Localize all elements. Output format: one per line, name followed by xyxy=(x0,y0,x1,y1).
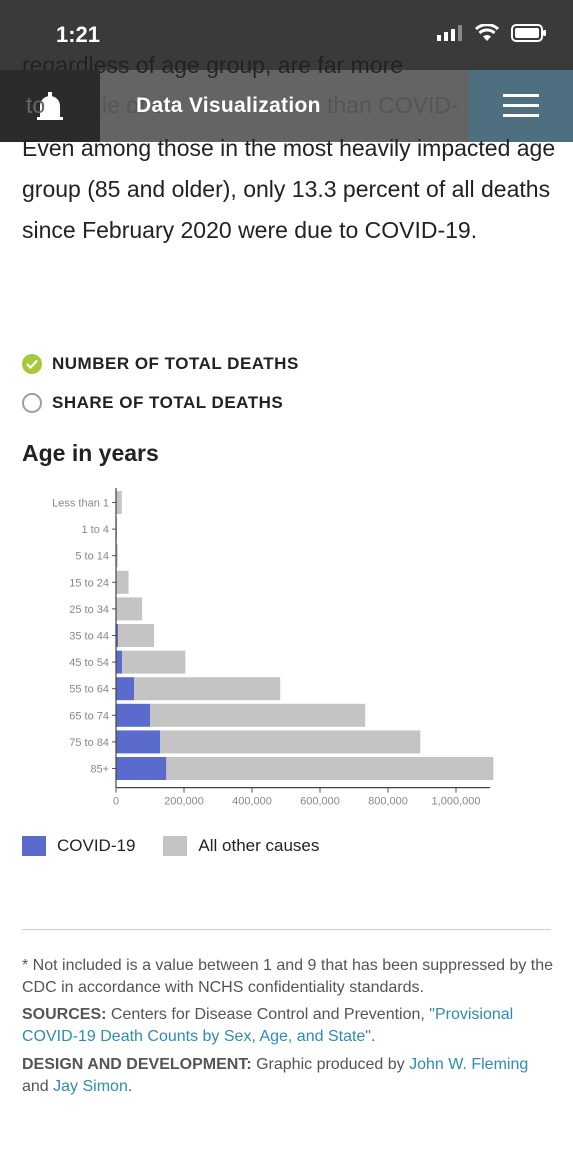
logo[interactable] xyxy=(0,70,100,142)
bar-other-causes xyxy=(116,544,118,568)
menu-button[interactable] xyxy=(469,70,573,142)
radio-icon xyxy=(22,393,42,413)
x-tick-label: 1,000,000 xyxy=(432,796,481,808)
status-bar: 1:21 xyxy=(0,0,573,70)
bar-other-causes xyxy=(150,703,366,727)
credits-heading: DESIGN AND DEVELOPMENT: xyxy=(22,1056,252,1073)
bar-other-causes xyxy=(166,757,494,780)
chart-legend: COVID-19 All other causes xyxy=(22,836,319,856)
legend-label-covid: COVID-19 xyxy=(57,836,136,855)
y-tick-label: 35 to 44 xyxy=(69,631,109,643)
sources-heading: SOURCES: xyxy=(22,1006,107,1023)
credits-text: Graphic produced by xyxy=(256,1056,410,1073)
credits-and: and xyxy=(22,1078,54,1095)
bar-chart: Less than 1 1 to 4 5 to 14 15 to 24 25 to 34… xyxy=(52,488,494,808)
y-tick-label: 25 to 34 xyxy=(69,604,109,616)
sources-text: Centers for Disease Control and Preventi… xyxy=(110,1006,430,1023)
y-tick-label: 5 to 14 xyxy=(75,551,109,563)
bar-other-causes xyxy=(118,624,155,647)
chart-title: Age in years xyxy=(22,440,159,466)
bar-other-causes xyxy=(116,491,122,514)
x-tick-label: 400,000 xyxy=(232,796,272,808)
nav-bar: to ie of s than COVID- Data Visualizatio… xyxy=(0,70,573,142)
x-tick-label: 0 xyxy=(113,796,119,808)
nav-title: Data Visualization xyxy=(136,94,321,117)
sources-link[interactable]: "Provisional COVID-19 Death Counts by Se… xyxy=(22,1006,514,1045)
author-link-john-fleming[interactable]: John W. Fleming xyxy=(409,1056,529,1073)
toggle-number-of-deaths[interactable]: NUMBER OF TOTAL DEATHS xyxy=(22,354,299,374)
y-tick-label: 55 to 64 xyxy=(69,684,109,696)
y-tick-label: 65 to 74 xyxy=(69,710,109,722)
partial-text-fragment: ie of s xyxy=(102,92,164,118)
partial-text-fragment: than COVID- xyxy=(327,92,459,118)
toggle-label: NUMBER OF TOTAL DEATHS xyxy=(52,354,299,373)
bar-other-causes xyxy=(116,570,129,594)
credits-end: . xyxy=(127,1078,133,1095)
legend-swatch-covid xyxy=(22,836,46,856)
divider xyxy=(22,929,551,930)
x-tick-label: 600,000 xyxy=(300,796,340,808)
credits: DESIGN AND DEVELOPMENT: Graphic produced… xyxy=(22,1054,554,1098)
intro-paragraph: Even among those in the most heavily imp… xyxy=(22,135,556,243)
bar-covid xyxy=(116,703,150,727)
y-tick-label: 1 to 4 xyxy=(81,524,109,536)
bar-covid xyxy=(116,730,161,754)
toggle-share-of-deaths[interactable]: SHARE OF TOTAL DEATHS xyxy=(22,393,283,413)
author-link-jay-simon[interactable]: Jay Simon xyxy=(53,1078,128,1095)
bar-other-causes xyxy=(160,730,421,754)
bar-other-causes xyxy=(116,597,143,621)
y-tick-label: Less than 1 xyxy=(52,498,109,510)
bar-covid xyxy=(116,757,167,780)
nav-title-area: to ie of s than COVID- Data Visualizatio… xyxy=(26,70,469,142)
bar-other-causes xyxy=(134,677,281,701)
partial-text-fragment: to xyxy=(26,92,46,118)
toggle-label: SHARE OF TOTAL DEATHS xyxy=(52,393,284,412)
bar-covid xyxy=(116,650,123,674)
status-time: 1:21 xyxy=(56,22,101,47)
bar-covid xyxy=(116,624,119,647)
y-tick-label: 45 to 54 xyxy=(69,657,109,669)
y-tick-label: 85+ xyxy=(90,764,109,776)
y-tick-label: 15 to 24 xyxy=(69,577,109,589)
signal-icon xyxy=(437,25,462,41)
legend-swatch-other xyxy=(163,836,188,856)
legend-label-other: All other causes xyxy=(198,836,320,855)
x-tick-label: 200,000 xyxy=(164,796,204,808)
bell-logo-icon xyxy=(37,92,63,120)
hamburger-menu-icon xyxy=(503,94,539,117)
bar-covid xyxy=(116,677,135,701)
x-tick-label: 800,000 xyxy=(368,796,408,808)
wifi-icon xyxy=(475,24,499,41)
sources-end: . xyxy=(370,1028,376,1045)
footnote: * Not included is a value between 1 and … xyxy=(22,957,554,996)
sources: SOURCES: Centers for Disease Control and… xyxy=(22,1004,554,1048)
bar-other-causes xyxy=(122,650,186,674)
battery-icon xyxy=(511,24,546,42)
check-icon xyxy=(22,354,42,374)
status-icons xyxy=(437,24,547,42)
y-tick-label: 75 to 84 xyxy=(69,737,109,749)
